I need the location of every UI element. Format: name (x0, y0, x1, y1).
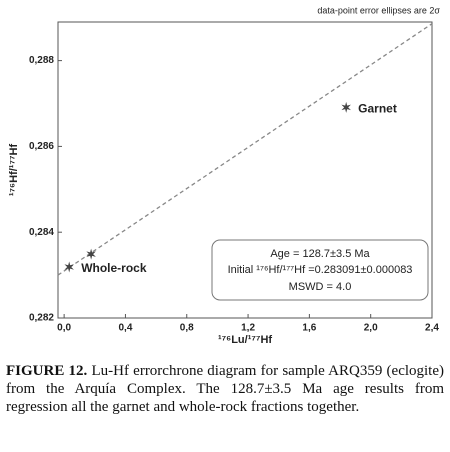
result-text: Age = 128.7±3.5 Ma (270, 248, 370, 260)
y-tick-label: 0,288 (29, 55, 54, 66)
x-tick-label: 0,8 (180, 323, 194, 334)
data-point (341, 101, 351, 113)
caption: FIGURE 12. Lu-Hf errorchrone diagram for… (6, 362, 444, 416)
caption-text: Lu-Hf errorchrone diagram for sample ARQ… (6, 363, 445, 415)
x-tick-label: 2,0 (364, 323, 378, 334)
x-tick-label: 2,4 (425, 323, 439, 334)
results-box (211, 239, 429, 301)
x-axis-label: ¹⁷⁶Lu/¹⁷⁷Hf (218, 334, 272, 346)
result-text: Initial ¹⁷⁶Hf/¹⁷⁷Hf =0.283091±0.000083 (228, 264, 413, 276)
note: data-point error ellipses are 2σ (317, 5, 440, 15)
y-axis-label: ¹⁷⁶Hf/¹⁷⁷Hf (8, 144, 20, 197)
point-label: Whole-rock (81, 261, 147, 275)
x-tick-label: 1,2 (241, 323, 255, 334)
y-tick-label: 0,282 (29, 313, 54, 324)
chart: data-point error ellipses are 2σ ¹⁷⁶Lu/¹… (8, 5, 441, 346)
x-tick-label: 0,0 (57, 323, 71, 334)
y-tick-label: 0,286 (29, 141, 54, 152)
caption-label: FIGURE 12. (6, 363, 88, 379)
plot-frame (57, 21, 433, 319)
y-tick-label: 0,284 (29, 227, 54, 238)
x-tick-label: 0,4 (118, 323, 132, 334)
data-point (86, 248, 96, 260)
fit-line (57, 23, 433, 276)
point-label: Garnet (358, 102, 397, 116)
x-tick-label: 1,6 (302, 323, 316, 334)
result-text: MSWD = 4.0 (289, 281, 352, 293)
data-point (64, 261, 74, 273)
